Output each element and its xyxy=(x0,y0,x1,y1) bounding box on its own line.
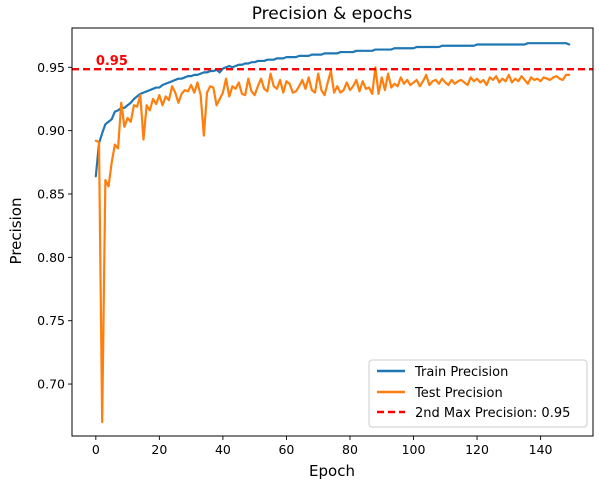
x-tick-label: 60 xyxy=(278,442,294,457)
y-tick-label: 0.75 xyxy=(37,313,65,328)
annotation-label: 0.95 xyxy=(96,54,128,69)
x-tick-label: 120 xyxy=(465,442,489,457)
x-tick-label: 100 xyxy=(402,442,426,457)
y-tick-label: 0.90 xyxy=(37,123,65,138)
legend-label-reference: 2nd Max Precision: 0.95 xyxy=(415,406,570,421)
y-tick-label: 0.85 xyxy=(37,186,65,201)
x-tick-label: 80 xyxy=(342,442,358,457)
legend: Train Precision Test Precision 2nd Max P… xyxy=(368,359,588,428)
y-tick-label: 0.70 xyxy=(37,377,65,392)
chart-title: Precision & epochs xyxy=(252,4,413,24)
legend-label-train: Train Precision xyxy=(414,365,508,380)
legend-frame xyxy=(368,359,588,428)
series-line-train-precision xyxy=(94,42,571,178)
x-tick-label: 140 xyxy=(529,442,553,457)
x-tick-label: 0 xyxy=(92,442,100,457)
y-axis-label: Precision xyxy=(7,198,25,265)
x-axis-label: Epoch xyxy=(309,462,355,480)
y-tick-label: 0.95 xyxy=(37,60,65,75)
legend-label-test: Test Precision xyxy=(414,386,503,401)
series-line-test-precision xyxy=(94,66,571,424)
axes-frame xyxy=(71,27,594,437)
x-tick-label: 20 xyxy=(151,442,167,457)
y-tick-label: 0.80 xyxy=(37,250,65,265)
x-tick-label: 40 xyxy=(215,442,231,457)
